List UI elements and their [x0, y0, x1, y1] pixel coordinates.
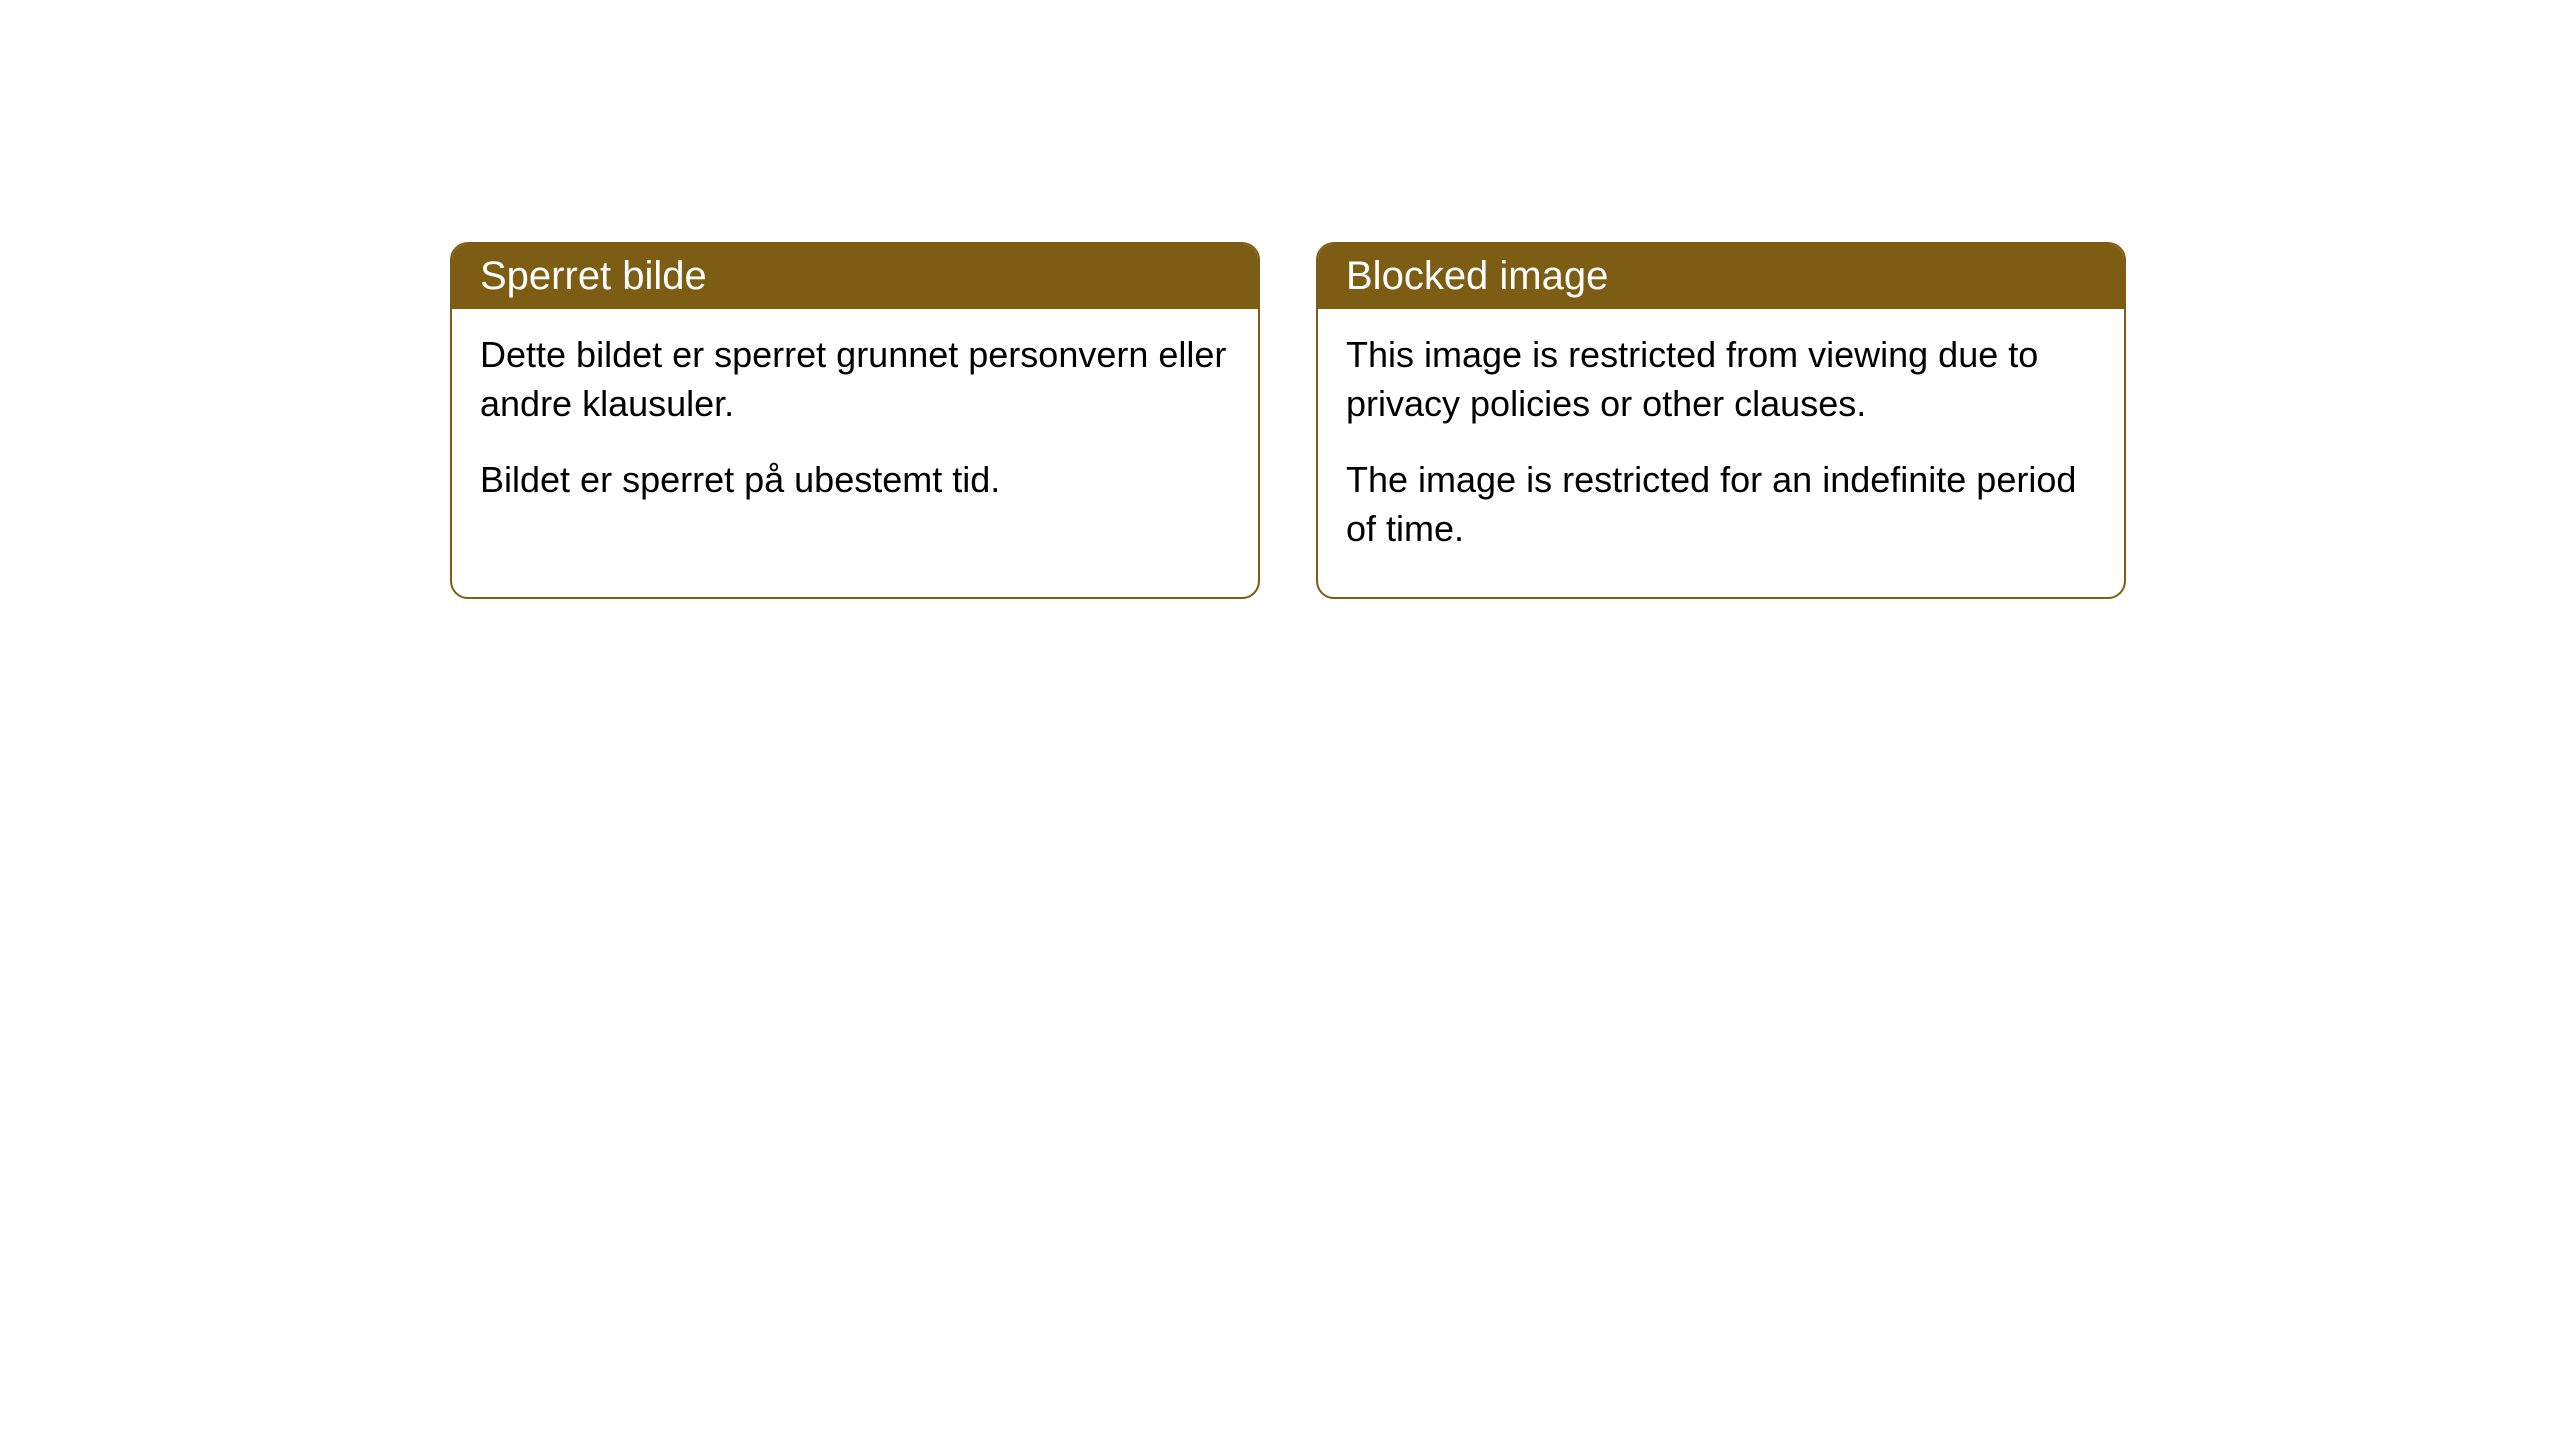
blocked-image-card-english: Blocked image This image is restricted f… — [1316, 242, 2126, 599]
card-body: Dette bildet er sperret grunnet personve… — [452, 309, 1258, 549]
card-paragraph: Bildet er sperret på ubestemt tid. — [480, 456, 1230, 505]
info-cards-container: Sperret bilde Dette bildet er sperret gr… — [450, 242, 2126, 599]
card-paragraph: Dette bildet er sperret grunnet personve… — [480, 331, 1230, 428]
card-paragraph: The image is restricted for an indefinit… — [1346, 456, 2096, 553]
card-body: This image is restricted from viewing du… — [1318, 309, 2124, 597]
blocked-image-card-norwegian: Sperret bilde Dette bildet er sperret gr… — [450, 242, 1260, 599]
card-title: Sperret bilde — [480, 254, 707, 298]
card-paragraph: This image is restricted from viewing du… — [1346, 331, 2096, 428]
card-header: Blocked image — [1318, 244, 2124, 309]
card-title: Blocked image — [1346, 254, 1608, 298]
card-header: Sperret bilde — [452, 244, 1258, 309]
